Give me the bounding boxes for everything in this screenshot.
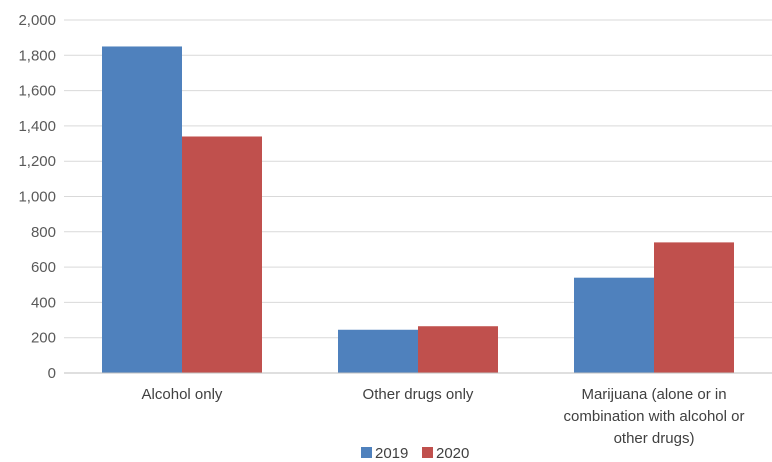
bar-2019-2 [574,277,654,373]
y-tick-label: 600 [31,259,56,276]
x-category-label: Alcohol only [142,386,223,403]
y-tick-label: 1,200 [18,153,56,170]
y-tick-label: 200 [31,330,56,347]
y-tick-label: 800 [31,224,56,241]
x-category-label: combination with alcohol or [564,408,745,425]
bar-2019-1 [338,329,418,373]
y-tick-label: 1,600 [18,83,56,100]
bar-2020-0 [182,136,262,373]
y-tick-label: 1,000 [18,189,56,206]
legend: 2019 2020 [361,445,469,462]
y-tick-label: 2,000 [18,12,56,29]
bar-2019-0 [102,46,182,373]
x-axis-labels: Alcohol only Other drugs only Marijuana (a… [142,386,745,447]
y-tick-label: 1,400 [18,118,56,135]
y-axis-ticks: 0 200 400 600 800 1,000 1,200 1,400 1,600 1,800 2,… [18,12,56,382]
x-category-label: Marijuana (alone or in [581,386,726,403]
legend-label: 2020 [436,445,469,462]
bars [102,46,734,373]
bar-2020-2 [654,242,734,373]
legend-swatch-2020 [422,447,433,458]
y-tick-label: 400 [31,294,56,311]
legend-swatch-2019 [361,447,372,458]
x-category-label: Other drugs only [363,386,474,403]
bar-2020-1 [418,326,498,373]
y-tick-label: 1,800 [18,47,56,64]
x-category-label: other drugs) [614,430,695,447]
legend-label: 2019 [375,445,408,462]
y-tick-label: 0 [48,365,56,382]
